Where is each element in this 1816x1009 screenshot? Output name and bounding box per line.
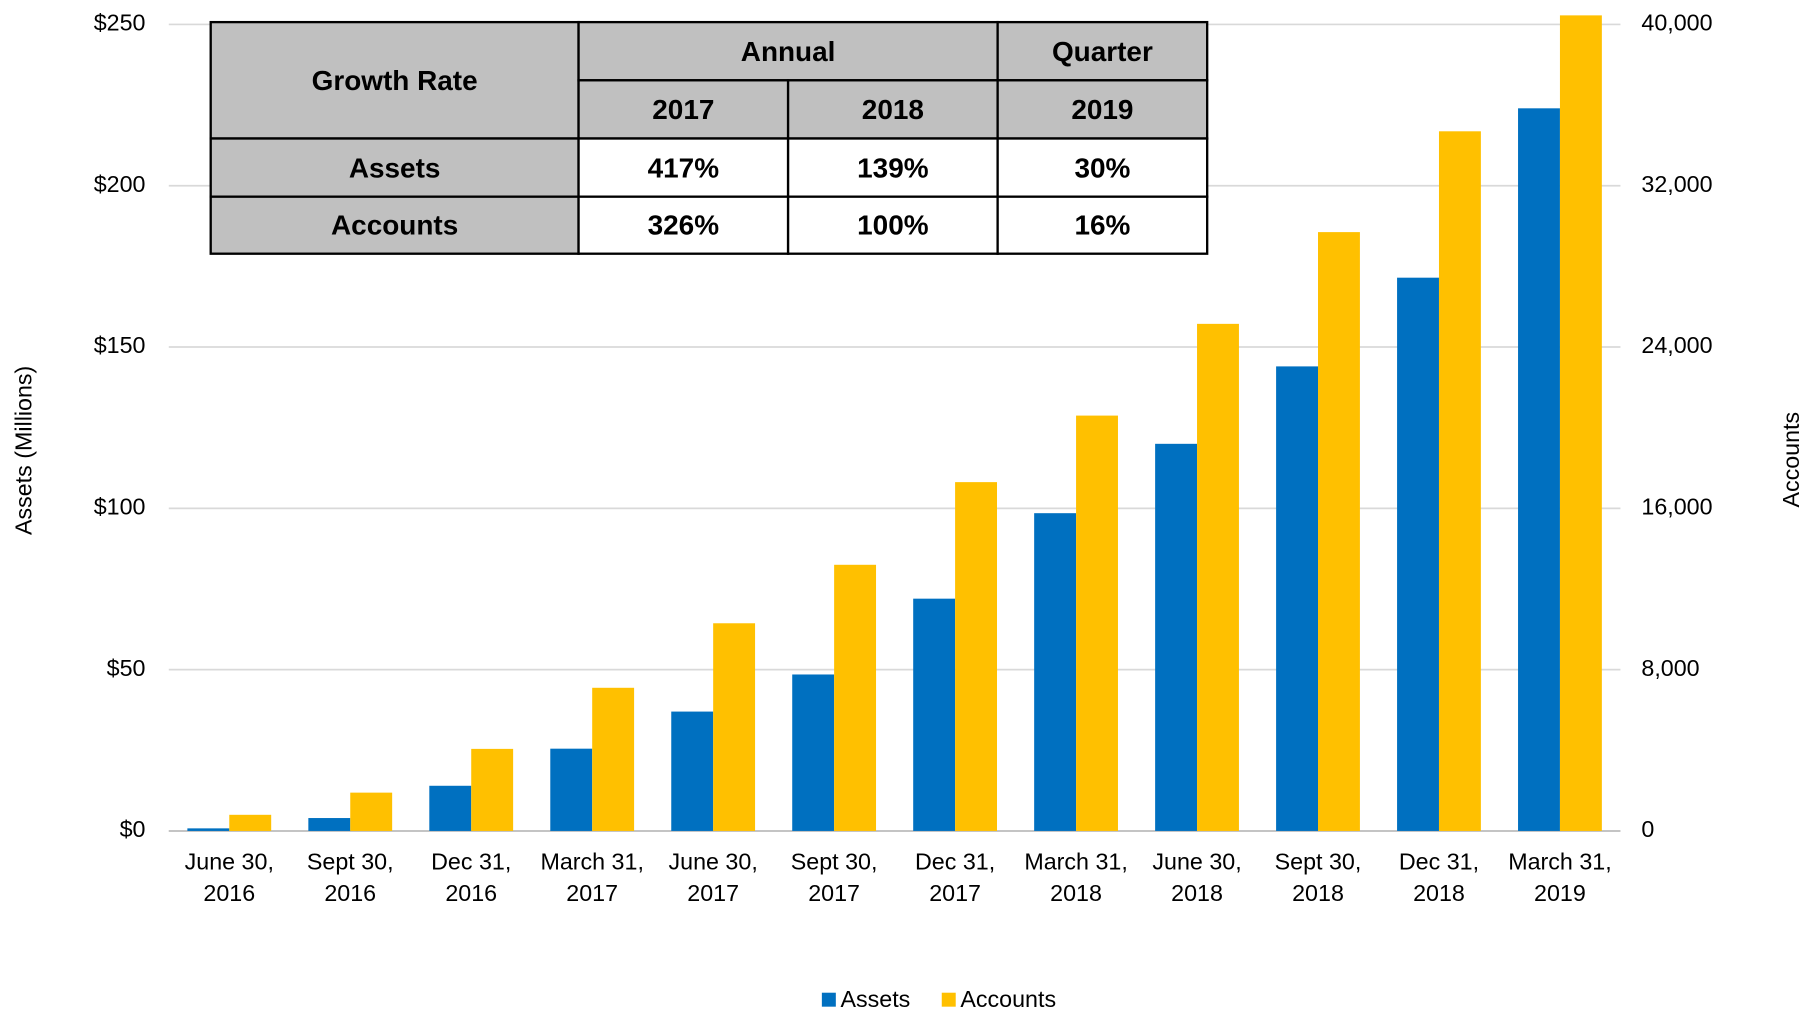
table-cell-text: 30% (1074, 152, 1130, 183)
x-tick-label: Sept 30, 2016 (307, 849, 394, 906)
table-cell (577, 195, 790, 255)
bar (1276, 366, 1319, 831)
y-tick-label: $150 (94, 332, 146, 358)
x-tick-label: Dec 31, 2017 (915, 849, 995, 906)
bar (1034, 513, 1077, 831)
legend-swatch (821, 992, 836, 1007)
x-tick-label: June 30, 2016 (185, 849, 274, 906)
bar (429, 785, 472, 831)
table-row-label: Accounts (331, 209, 458, 240)
table-cell-text: 417% (648, 152, 720, 183)
y-tick-label: $100 (94, 493, 146, 519)
bar (1197, 323, 1239, 831)
table-year: 2019 (1071, 94, 1133, 125)
y2-tick-label: 0 (1641, 816, 1654, 842)
table-cell-text: 16% (1074, 209, 1130, 240)
table-cell (209, 20, 580, 140)
bar (1559, 15, 1602, 831)
bar (1518, 108, 1560, 831)
bar (713, 623, 756, 831)
bar (1318, 232, 1360, 831)
x-tick-label: March 31, 2017 (540, 849, 643, 906)
bar (592, 687, 635, 831)
x-tick-label: Dec 31, 2016 (431, 849, 511, 906)
y-tick-label: $0 (120, 816, 146, 842)
bar (187, 828, 230, 831)
x-tick-label: Sept 30, 2018 (1275, 849, 1362, 906)
y2-tick-label: 32,000 (1641, 171, 1712, 197)
table-cell (786, 79, 999, 140)
table-cell (996, 195, 1209, 255)
table-cell (577, 20, 999, 82)
table-cell (786, 137, 999, 198)
y2-tick-label: 24,000 (1641, 332, 1712, 358)
x-tick-label: March 31, 2018 (1024, 849, 1127, 906)
bars (187, 15, 1602, 831)
bar (1397, 277, 1439, 831)
bar (955, 482, 998, 831)
table-cell (996, 79, 1209, 140)
bar (1438, 131, 1481, 831)
bar (229, 814, 272, 831)
x-tick-label: Dec 31, 2018 (1399, 849, 1479, 906)
table-row-label: Assets (349, 152, 441, 183)
bar (1076, 415, 1118, 831)
y2-axis-label: Accounts (1778, 412, 1804, 508)
x-tick-label: Sept 30, 2017 (791, 849, 878, 906)
x-tick-label: June 30, 2017 (669, 849, 758, 906)
table-year: 2018 (862, 94, 924, 125)
legend-label: Accounts (960, 986, 1056, 1009)
bar (350, 792, 393, 831)
table-cell (996, 137, 1209, 198)
table-year: 2017 (652, 94, 714, 125)
y2-tick-label: 16,000 (1641, 493, 1712, 519)
table-group: Quarter (1052, 36, 1153, 67)
table-corner: Growth Rate (312, 65, 478, 96)
legend-label: Assets (840, 986, 910, 1009)
y2-tick-label: 8,000 (1641, 655, 1699, 681)
x-tick-label: March 31, 2019 (1508, 849, 1611, 906)
table-cell-text: 326% (648, 209, 720, 240)
table-cell (577, 79, 790, 140)
bar (550, 748, 593, 831)
bar (792, 674, 835, 831)
table-cell (996, 20, 1209, 82)
y-axis-label: Assets (Millions) (11, 366, 37, 535)
x-tick-label: June 30, 2018 (1152, 849, 1241, 906)
y-tick-label: $250 (94, 10, 146, 36)
legend-swatch (941, 992, 956, 1007)
y2-tick-label: 40,000 (1641, 10, 1712, 36)
growth-table: Growth Rate Annual Quarter 2017 2018 201… (209, 20, 1209, 255)
table-cell-text: 100% (857, 209, 929, 240)
bar (1155, 443, 1198, 831)
bar (913, 598, 956, 831)
bar (834, 564, 877, 831)
y-tick-label: $200 (94, 171, 146, 197)
table-cell (209, 195, 580, 255)
table-cell-text: 139% (857, 152, 929, 183)
table-group: Annual (741, 36, 836, 67)
bar (471, 748, 514, 831)
bar (308, 818, 351, 831)
bar (671, 711, 714, 831)
y-tick-label: $50 (107, 655, 146, 681)
